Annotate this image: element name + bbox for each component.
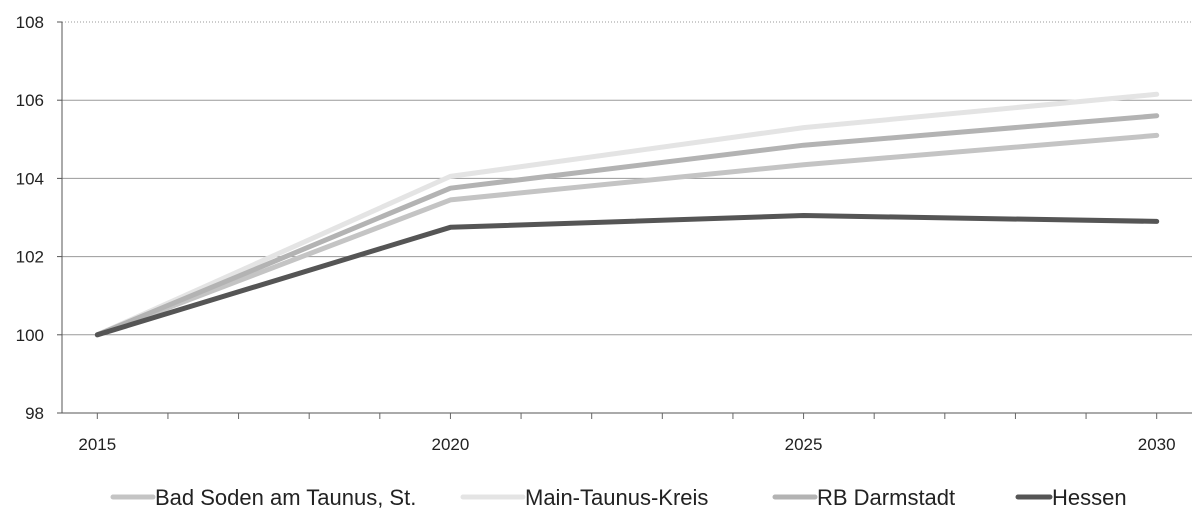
series-line-hessen [94, 213, 1160, 338]
legend: Bad Soden am Taunus, St. Main-Taunus-Krei… [110, 485, 1127, 510]
y-tick-label: 102 [16, 248, 44, 267]
y-tick-label: 104 [16, 169, 44, 188]
axes [57, 21, 1192, 419]
x-tick-label: 2030 [1138, 435, 1176, 454]
legend-label-bad-soden-am-taunus-st: Bad Soden am Taunus, St. [155, 485, 416, 510]
x-tick-label: 2020 [432, 435, 470, 454]
legend-label-rb-darmstadt: RB Darmstadt [817, 485, 955, 510]
series-lines [94, 91, 1160, 338]
y-tick-label: 108 [16, 13, 44, 32]
legend-label-hessen: Hessen [1052, 485, 1127, 510]
x-tick-label: 2025 [785, 435, 823, 454]
series-line-bad-soden-am-taunus-st [94, 132, 1160, 338]
gridlines [62, 21, 1192, 336]
y-tick-label: 100 [16, 326, 44, 345]
y-tick-label: 106 [16, 91, 44, 110]
series-line-main-taunus-kreis [94, 91, 1160, 338]
series-line-rb-darmstadt [94, 113, 1160, 338]
legend-label-main-taunus-kreis: Main-Taunus-Kreis [525, 485, 708, 510]
x-tick-label: 2015 [78, 435, 116, 454]
y-tick-label: 98 [25, 404, 44, 423]
tick-labels: 98 100 102 104 106 108 2015 2020 2025 2030 [16, 13, 1176, 454]
